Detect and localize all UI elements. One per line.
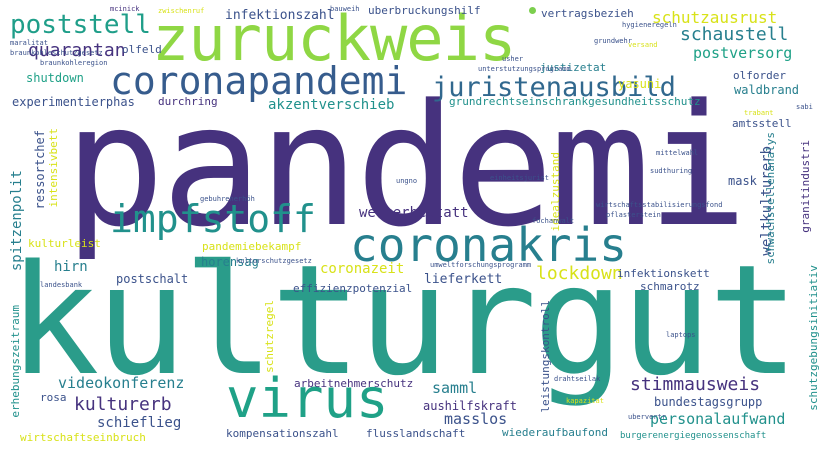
word-pandemiebekampf: pandemiebekampf	[202, 240, 302, 253]
word-olfeld: olfeld	[122, 43, 162, 56]
word-waldbrand: waldbrand	[734, 83, 800, 97]
word-kapazitat: kapazitat	[566, 397, 604, 405]
word-pandemi: pandemi	[64, 68, 748, 264]
word-spitzenpolit: spitzenpolit	[9, 170, 25, 272]
word-coronapandemi: coronapandemi	[110, 59, 408, 103]
word-welterbestatt: welterbestatt	[359, 205, 469, 221]
word-videokonferenz: videokonferenz	[58, 374, 185, 392]
word-hygieneregeln: hygieneregeln	[622, 21, 677, 29]
word-experimentierphas: experimentierphas	[12, 95, 135, 109]
word-justizetat: justizetat	[540, 61, 607, 74]
word-kulturerb: kulturerb	[74, 394, 172, 415]
word-schieflieg: schieflieg	[97, 415, 182, 431]
word-kulturleist: kulturleist	[28, 237, 101, 250]
word-gebuhrenerhoh: gebuhrenerhöh	[200, 195, 255, 203]
word-unterstutzungsprogramm: unterstutzungsprogramm	[478, 65, 571, 73]
word-mcinick: mcinick	[110, 5, 140, 13]
word-braunkohleregion: braunkohleregion	[40, 59, 108, 67]
word-schwachstellenanalys: schwachstellenanalys	[764, 132, 777, 265]
word-bundestagsgrupp: bundestagsgrupp	[654, 395, 763, 409]
word-versand: versand	[628, 41, 658, 49]
word-mittelwahl: mittelwahl	[656, 149, 699, 157]
word-impfstoff: impfstoff	[110, 197, 316, 241]
word-rosa: rosa	[40, 391, 67, 404]
word-akzentverschieb: akzentverschieb	[268, 97, 395, 113]
word-schutzausrust: schutzausrust	[652, 8, 778, 27]
word-ubervertr: ubervertr	[628, 413, 666, 421]
word-sabi: sabi	[796, 103, 813, 111]
word-fochanwalt: fochanwalt	[532, 217, 575, 225]
word-yasuni: yasuni	[618, 77, 662, 91]
word-vertragsbezieh: vertragsbezieh	[541, 7, 634, 20]
word-kulturschutzgesetz: kulturschutzgesetz	[236, 257, 312, 265]
word-grundrechtseinschrankgesundheitsschutz: grundrechtseinschrankgesundheitsschutz	[449, 95, 701, 108]
word-drahtseilak: drahtseilak	[554, 375, 601, 383]
separator-dot	[529, 7, 536, 14]
word-bauweih: bauweih	[330, 5, 360, 13]
word-burgerenergiegenossenschaft: burgerenergiegenossenschaft	[620, 431, 767, 441]
word-amtsstell: amtsstell	[732, 117, 792, 130]
word-wiederaufbaufond: wiederaufbaufond	[502, 426, 608, 439]
word-lockdown: lockdown	[536, 263, 623, 284]
word-schmarotz: schmarotz	[640, 280, 700, 293]
word-erhebungszeitraum: erhebungszeitraum	[9, 305, 22, 418]
word-umweltforschungsprogramm: umweltforschungsprogramm	[430, 261, 532, 269]
word-schutzregel: schutzregel	[263, 300, 276, 373]
word-wirtschaftseinbruch: wirtschaftseinbruch	[20, 431, 146, 444]
word-intensivbett: intensivbett	[47, 128, 60, 208]
word-masslos: masslos	[444, 410, 508, 428]
word-hirn: hirn	[54, 259, 88, 275]
word-aushilfskraft: aushilfskraft	[423, 399, 517, 413]
word-shutdown: shutdown	[26, 71, 84, 85]
word-coronazeit: coronazeit	[320, 261, 405, 277]
word-braunkohleschutzgesetz: braunkohleschutzgesetz	[10, 49, 103, 57]
word-uberbruckungshilf: uberbruckungshilf	[368, 4, 481, 17]
word-kompensationszahl: kompensationszahl	[226, 427, 339, 440]
word-grundwehr: grundwehr	[594, 37, 632, 45]
word-stimmausweis: stimmausweis	[630, 374, 761, 395]
word-landesbank: landesbank	[40, 281, 83, 289]
word-quarantan: quarantan	[28, 40, 126, 61]
word-durchring: durchring	[158, 95, 218, 108]
word-wirtschaftsstabilisierungsfond: wirtschaftsstabilisierungsfond	[596, 201, 723, 209]
word-zwischenruf: zwischenruf	[158, 7, 205, 15]
word-laptops: laptops	[666, 331, 696, 339]
word-usher: usher	[502, 55, 524, 63]
word-schutzgebungsinitiativ: schutzgebungsinitiativ	[807, 265, 820, 411]
word-horensag: horensag	[201, 255, 259, 269]
word-sudthuring: sudthuring	[650, 167, 693, 175]
word-effizienzpotenzial: effizienzpotenzial	[293, 282, 413, 295]
word-samml: samml	[432, 379, 478, 397]
word-mask: mask	[728, 174, 757, 188]
word-leistungskontroll: leistungskontroll	[539, 300, 552, 413]
word-granitindustri: granitindustri	[799, 140, 812, 233]
word-flusslandschaft: flusslandschaft	[366, 427, 466, 440]
word-zuruckweis: zuruckweis	[152, 2, 516, 75]
word-coronakris: coronakris	[350, 218, 627, 272]
word-kulturgut: kulturgut	[8, 232, 800, 409]
word-virus: virus	[226, 367, 389, 430]
word-trabant: trabant	[744, 109, 774, 117]
word-olforder: olforder	[733, 69, 786, 82]
word-postschalt: postschalt	[116, 272, 189, 286]
word-ungno: ungno	[396, 177, 418, 185]
word-personalaufwand: personalaufwand	[650, 410, 786, 428]
word-maralitat: maralitat	[10, 39, 48, 47]
word-arbeitnehmerschutz: arbeitnehmerschutz	[294, 377, 414, 390]
word-infektionszahl: infektionszahl	[225, 8, 335, 23]
word-schaustell: schaustell	[680, 24, 789, 45]
word-infektionskett: infektionskett	[617, 267, 710, 280]
word-einheitsjurist: einheitsjurist	[490, 174, 550, 182]
word-ressortchef: ressortchef	[33, 130, 47, 210]
word-pflasterstein: pflasterstein	[606, 211, 661, 219]
word-poststell: poststell	[10, 10, 151, 40]
word-lieferkett: lieferkett	[424, 272, 503, 287]
word-postversorg: postversorg	[693, 44, 793, 62]
word-juristenausbild: juristenausbild	[432, 72, 676, 103]
